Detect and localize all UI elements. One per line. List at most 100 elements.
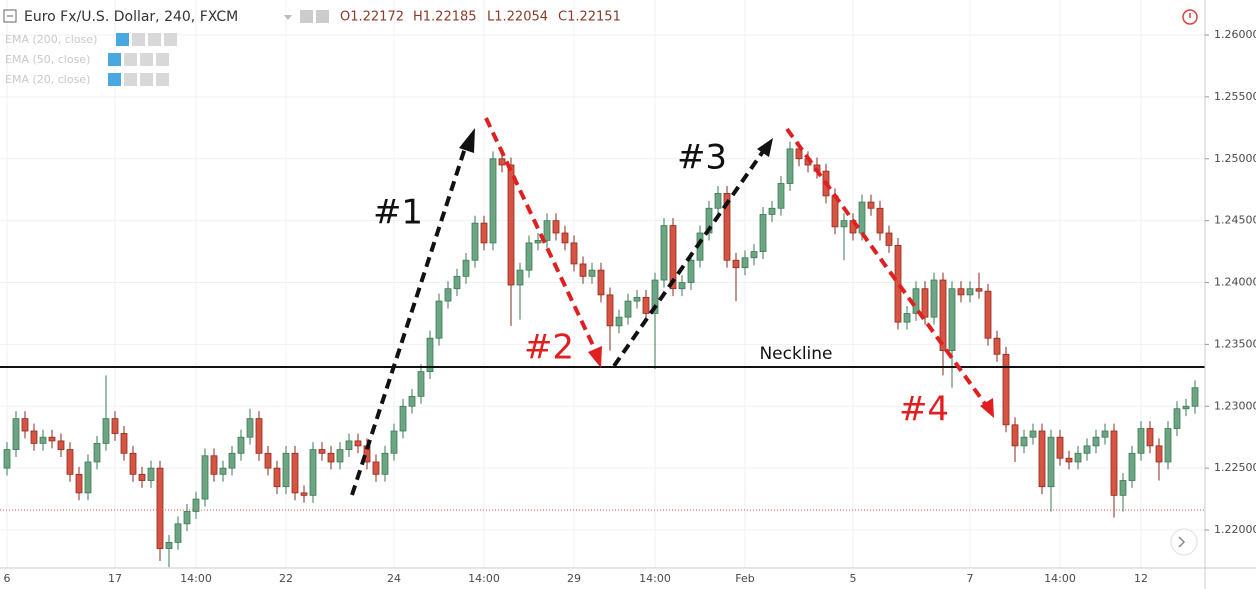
candle-body	[966, 288, 974, 296]
candles: Neckline	[0, 141, 1205, 568]
collapse-icon[interactable]	[3, 9, 17, 23]
ohlc-value: O1.22172	[340, 10, 404, 25]
add-icon[interactable]	[148, 33, 161, 46]
add-icon[interactable]	[140, 73, 153, 86]
indicator-label[interactable]: EMA (200, close)	[5, 33, 97, 46]
arrow	[612, 148, 766, 368]
candle-body	[1137, 428, 1145, 454]
candle-body	[516, 269, 524, 286]
indicator-icons	[124, 33, 177, 86]
candle-body	[732, 259, 740, 269]
candle-body	[921, 288, 929, 318]
visibility-icon[interactable]	[116, 33, 129, 46]
candle-body	[1020, 436, 1028, 447]
candle-body	[264, 452, 272, 469]
candle-body	[399, 405, 407, 432]
candle-body	[300, 492, 308, 496]
candle-body	[993, 337, 1001, 355]
candle-body	[759, 214, 767, 252]
settings-icon[interactable]	[132, 33, 145, 46]
candle-body	[138, 473, 146, 481]
x-tick-label: Feb	[735, 572, 754, 585]
x-tick-label: 12	[1134, 572, 1148, 585]
candle-body	[1002, 353, 1010, 426]
candle-body	[1155, 445, 1163, 463]
arrow	[785, 127, 990, 410]
indicator-label[interactable]: EMA (50, close)	[5, 53, 90, 66]
candle-body	[1182, 405, 1190, 410]
candle-body	[579, 263, 587, 277]
candle-body	[3, 449, 11, 469]
arrowhead	[980, 398, 994, 418]
candle-body	[660, 225, 668, 281]
symbol-title[interactable]: Euro Fx/U.S. Dollar, 240, FXCM	[24, 9, 238, 25]
arrows	[350, 117, 990, 496]
candle-body	[912, 288, 920, 314]
candle-body	[534, 240, 542, 244]
candle-body	[1056, 436, 1064, 459]
candle-body	[291, 452, 299, 494]
x-tick-label: 29	[567, 572, 581, 585]
y-tick-label: 1.24500	[1214, 214, 1256, 227]
candle-body	[1146, 428, 1154, 447]
candle-body	[102, 418, 110, 444]
candle-body	[1110, 430, 1118, 496]
candle-body	[777, 183, 785, 209]
close-icon[interactable]	[156, 73, 169, 86]
annotation: #3	[677, 138, 727, 178]
candle-body	[327, 452, 335, 463]
x-tick-label: 7	[967, 572, 974, 585]
candle-body	[408, 395, 416, 407]
candle-body	[219, 467, 227, 475]
y-tick-label: 1.26000	[1214, 28, 1256, 41]
candle-body	[678, 282, 686, 290]
close-icon[interactable]	[164, 33, 177, 46]
indicator-label[interactable]: EMA (20, close)	[5, 73, 90, 86]
candle-body	[489, 158, 497, 244]
close-icon[interactable]	[156, 53, 169, 66]
candle-body	[1173, 408, 1181, 429]
candle-body	[714, 193, 722, 209]
candle-body	[345, 440, 353, 450]
y-tick-label: 1.23500	[1214, 337, 1256, 350]
candle-body	[318, 449, 326, 454]
candle-body	[768, 207, 776, 215]
candle-body	[336, 449, 344, 463]
visibility-icon[interactable]	[108, 73, 121, 86]
icon[interactable]	[300, 10, 313, 23]
y-tick-label: 1.25500	[1214, 90, 1256, 103]
candle-body	[1119, 480, 1127, 496]
candle-body	[633, 296, 641, 302]
settings-icon[interactable]	[124, 53, 137, 66]
indicator-icons	[108, 33, 129, 86]
candle-body	[1083, 445, 1091, 454]
candle-body	[885, 232, 893, 246]
grid	[0, 0, 1205, 568]
candle-body	[354, 440, 362, 447]
candle-body	[120, 433, 128, 454]
candle-body	[462, 259, 470, 277]
candle-body	[471, 222, 479, 261]
candle-body	[93, 442, 101, 463]
candle-body	[948, 288, 956, 351]
candle-body	[21, 418, 29, 432]
candle-body	[57, 440, 65, 450]
candle-body	[309, 449, 317, 496]
candle-body	[939, 279, 947, 351]
arrowhead	[588, 346, 602, 368]
candle-body	[705, 207, 713, 234]
alert-icon[interactable]	[1182, 9, 1198, 25]
candle-body	[588, 269, 596, 277]
annotation: #1	[373, 193, 423, 233]
candle-body	[669, 225, 677, 290]
candle-body	[210, 455, 218, 475]
candle-body	[201, 455, 209, 500]
settings-icon[interactable]	[124, 73, 137, 86]
dropdown[interactable]	[284, 15, 292, 20]
x-tick-label: 14:00	[180, 572, 212, 585]
visibility-icon[interactable]	[108, 53, 121, 66]
add-icon[interactable]	[140, 53, 153, 66]
icon[interactable]	[316, 10, 329, 23]
candle-body	[894, 244, 902, 323]
